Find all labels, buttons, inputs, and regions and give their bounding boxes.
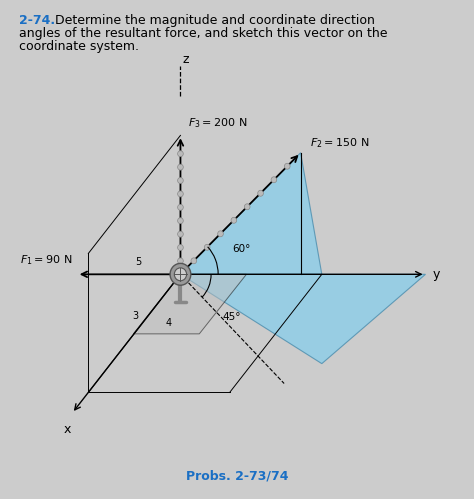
Circle shape <box>178 151 183 157</box>
Circle shape <box>178 164 183 170</box>
Circle shape <box>178 205 183 210</box>
Circle shape <box>258 190 264 196</box>
Circle shape <box>218 231 223 237</box>
Text: 60°: 60° <box>232 245 251 254</box>
Text: 4: 4 <box>165 318 172 328</box>
Polygon shape <box>181 274 426 364</box>
Circle shape <box>170 263 191 285</box>
Text: x: x <box>64 423 71 436</box>
Text: 45°: 45° <box>223 311 241 321</box>
Circle shape <box>178 178 183 184</box>
Circle shape <box>178 231 183 237</box>
Circle shape <box>178 245 183 250</box>
Circle shape <box>271 177 277 183</box>
Circle shape <box>191 258 197 264</box>
Text: z: z <box>183 53 189 66</box>
Text: Probs. 2-73/74: Probs. 2-73/74 <box>186 470 288 483</box>
Text: 3: 3 <box>133 311 139 321</box>
Circle shape <box>178 191 183 197</box>
Circle shape <box>174 268 187 281</box>
Circle shape <box>178 218 183 224</box>
Text: y: y <box>433 268 440 281</box>
Text: $F_3 = 200\ \mathrm{N}$: $F_3 = 200\ \mathrm{N}$ <box>188 117 247 130</box>
Text: 5: 5 <box>135 257 141 267</box>
Circle shape <box>178 258 183 264</box>
Polygon shape <box>133 274 246 334</box>
Circle shape <box>284 163 290 169</box>
Text: Determine the magnitude and coordinate direction: Determine the magnitude and coordinate d… <box>55 14 374 27</box>
Text: $F_2 = 150\ \mathrm{N}$: $F_2 = 150\ \mathrm{N}$ <box>310 136 369 150</box>
Text: 2-74.: 2-74. <box>19 14 55 27</box>
Text: angles of the resultant force, and sketch this vector on the: angles of the resultant force, and sketc… <box>19 27 387 40</box>
Text: coordinate system.: coordinate system. <box>19 40 139 53</box>
Circle shape <box>204 245 210 250</box>
Polygon shape <box>181 153 322 274</box>
Text: $F_1 = 90\ \mathrm{N}$: $F_1 = 90\ \mathrm{N}$ <box>20 253 72 267</box>
Circle shape <box>231 217 237 223</box>
Circle shape <box>245 204 250 210</box>
